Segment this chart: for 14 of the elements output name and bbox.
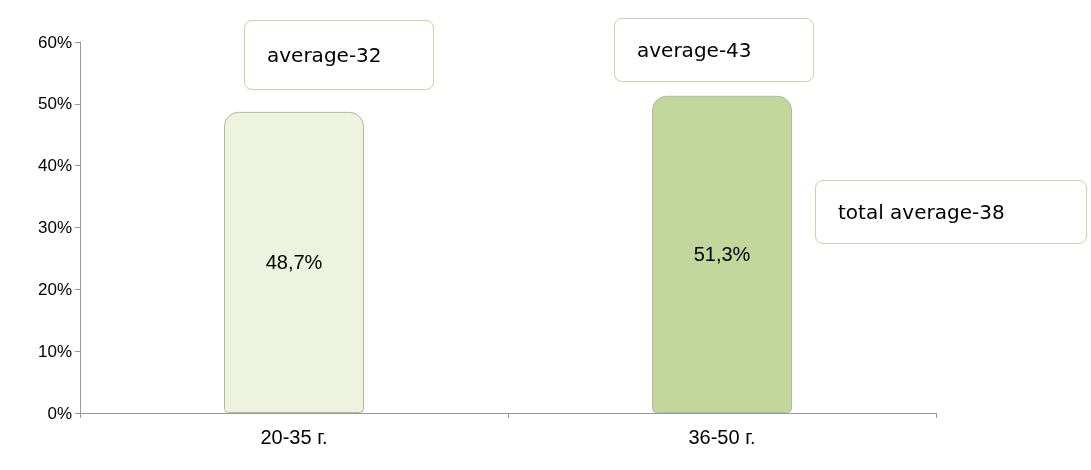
x-tick-label: 20-35 г. <box>260 426 328 448</box>
y-tick-label: 60% <box>37 32 72 52</box>
data-label: 48,7% <box>265 251 323 274</box>
y-tick-label: 20% <box>37 279 72 299</box>
y-tick-label: 40% <box>37 156 72 176</box>
y-tick-label: 30% <box>37 218 72 237</box>
y-tick-label: 50% <box>37 94 72 114</box>
x-tick-label: 36-50 г. <box>688 426 756 448</box>
callout-box: average-32 <box>244 20 434 90</box>
callout-box: total average-38 <box>815 180 1087 244</box>
data-label: 51,3% <box>693 243 751 266</box>
y-tick-label: 10% <box>37 341 72 361</box>
y-tick-label: 0% <box>47 403 72 423</box>
callout-box: average-43 <box>614 18 814 82</box>
